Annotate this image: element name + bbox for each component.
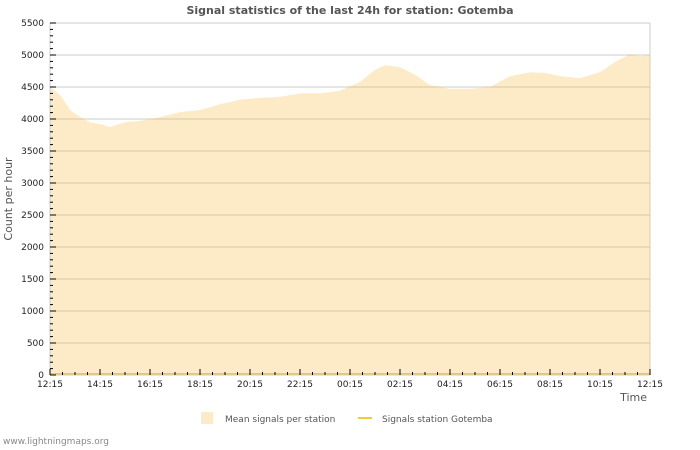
x-tick-label: 02:15 (387, 380, 413, 390)
legend-swatch-line (358, 417, 372, 419)
x-tick-label: 08:15 (537, 380, 563, 390)
y-tick-label: 4000 (21, 115, 44, 125)
y-tick-label: 1500 (21, 275, 44, 285)
chart-title: Signal statistics of the last 24h for st… (186, 4, 513, 17)
plot-frame (49, 22, 651, 376)
y-tick-label: 3000 (21, 179, 44, 189)
x-tick-label: 10:15 (587, 380, 613, 390)
y-tick-label: 5000 (21, 51, 44, 61)
x-tick-label: 20:15 (237, 380, 263, 390)
x-tick-label: 16:15 (137, 380, 163, 390)
x-tick-label: 12:15 (637, 380, 663, 390)
y-tick-label: 0 (38, 371, 44, 381)
x-tick-label: 14:15 (87, 380, 113, 390)
x-tick-label: 06:15 (487, 380, 513, 390)
y-axis: 0 500 1000 1500 2000 2500 3000 3500 4000 4500 5000… (21, 19, 56, 381)
y-tick-label: 500 (27, 339, 44, 349)
x-tick-label: 04:15 (437, 380, 463, 390)
y-tick-label: 1000 (21, 307, 44, 317)
x-tick-label: 22:15 (287, 380, 313, 390)
y-tick-label: 4500 (21, 83, 44, 93)
y-tick-label: 2500 (21, 211, 44, 221)
x-tick-label: 12:15 (37, 380, 63, 390)
legend-label-station: Signals station Gotemba (382, 415, 493, 425)
y-tick-label: 2000 (21, 243, 44, 253)
x-tick-label: 18:15 (187, 380, 213, 390)
credit-link[interactable]: www.lightningmaps.org (3, 437, 109, 447)
x-axis-label: Time (619, 391, 647, 404)
x-tick-label: 00:15 (337, 380, 363, 390)
legend: Mean signals per station Signals station… (201, 412, 493, 425)
x-axis: 12:15 14:15 16:15 18:15 20:15 22:15 00:15 02:15… (37, 369, 663, 390)
y-tick-label: 3500 (21, 147, 44, 157)
legend-swatch-area (201, 412, 213, 424)
y-axis-label: Count per hour (2, 157, 15, 241)
y-tick-label: 5500 (21, 19, 44, 29)
legend-label-mean: Mean signals per station (225, 415, 335, 425)
